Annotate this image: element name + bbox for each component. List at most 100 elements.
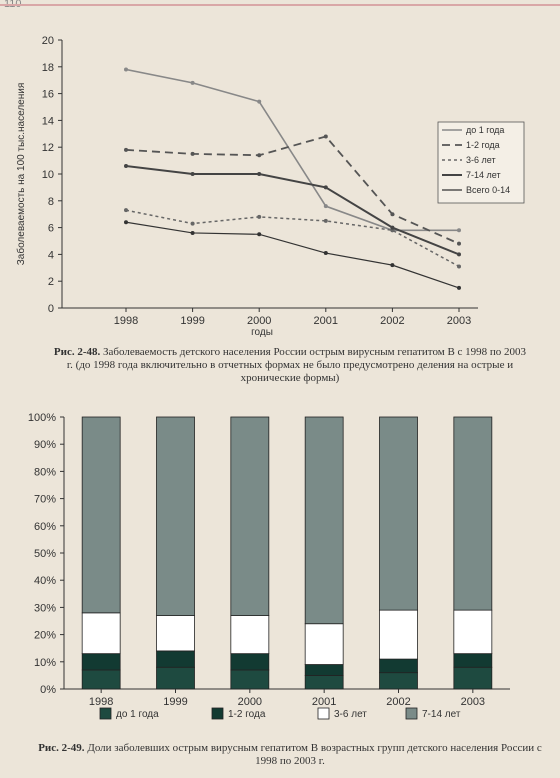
caption-text: Доли заболевших острым вирусным гепатито… — [87, 742, 542, 767]
x-tick-label: 2003 — [447, 315, 471, 327]
data-point — [257, 232, 262, 237]
line-chart: 0 2 4 6 8 10 12 14 16 18 20 1998 1999 2000 2001 2002 200… — [15, 35, 525, 338]
bar-segment — [304, 664, 344, 676]
x-tick-label: 1998 — [89, 696, 113, 708]
caption-label: Рис. 2-48. — [53, 346, 101, 358]
bar-segment — [379, 672, 418, 690]
x-tick-label: 2000 — [247, 315, 271, 327]
x-tick-label: 1999 — [163, 696, 187, 708]
y-tick-label: 8 — [48, 196, 54, 208]
bar-segment — [156, 615, 195, 652]
data-point — [124, 163, 128, 168]
legend-label: до 1 года — [466, 125, 504, 135]
legend-swatch — [99, 707, 112, 720]
legend-label: 1-2 года — [466, 140, 500, 150]
bar-segment — [81, 612, 121, 655]
y-tick-label: 100% — [28, 412, 56, 424]
data-point — [190, 80, 195, 85]
y-axis-label: Заболеваемость на 100 тыс.населения — [15, 83, 27, 266]
bar-segment — [379, 609, 418, 660]
data-point — [190, 172, 195, 176]
bar-segment — [304, 675, 344, 690]
data-point — [457, 264, 461, 269]
x-tick-label: 2001 — [314, 315, 338, 327]
data-point — [457, 285, 461, 290]
y-tick-label: 10% — [34, 657, 56, 669]
y-tick-label: 16 — [42, 89, 54, 101]
data-point — [257, 172, 262, 176]
x-tick-label: 2001 — [312, 696, 336, 708]
legend-swatch — [211, 707, 224, 720]
data-point — [190, 230, 195, 235]
series-line — [125, 135, 460, 245]
y-tick-label: 18 — [42, 62, 54, 74]
data-point — [257, 153, 262, 158]
bar-segment — [81, 669, 121, 690]
y-tick-label: 70% — [34, 494, 56, 506]
data-point — [457, 252, 461, 257]
x-tick-label: 2000 — [238, 696, 262, 708]
data-point — [323, 251, 328, 256]
data-point — [457, 241, 461, 246]
data-point — [257, 214, 262, 219]
x-axis-label: годы — [251, 327, 273, 338]
y-tick-label: 12 — [42, 142, 54, 154]
data-point — [257, 99, 262, 104]
y-tick-label: 80% — [34, 466, 56, 478]
bar-segment — [453, 653, 493, 668]
bar-segment — [453, 666, 493, 690]
legend-label: Всего 0-14 — [466, 185, 510, 195]
y-tick-label: 30% — [34, 602, 56, 614]
legend-label: до 1 года — [116, 709, 159, 720]
legend-label: 1-2 года — [228, 709, 266, 720]
legend-swatch — [317, 707, 330, 720]
bar-segment — [81, 653, 121, 671]
bar-segment — [379, 416, 418, 611]
data-point — [323, 185, 328, 190]
figure-caption-2-49: Рис. 2-49. Доли заболевших острым вирусн… — [30, 742, 550, 768]
legend-label: 7-14 лет — [422, 709, 461, 720]
data-point — [124, 208, 128, 213]
data-point — [323, 204, 328, 209]
bar-segment — [156, 416, 195, 616]
x-tick-label: 2002 — [380, 315, 404, 327]
bar-segment — [230, 653, 270, 671]
y-tick-label: 50% — [34, 548, 56, 560]
series-line — [125, 164, 460, 256]
data-point — [124, 67, 128, 72]
y-tick-label: 20 — [42, 35, 54, 47]
caption-text: Заболеваемость детского населения России… — [66, 346, 527, 384]
y-tick-label: 20% — [34, 630, 56, 642]
bar-segment — [156, 650, 195, 668]
y-tick-label: 0% — [40, 684, 56, 696]
x-tick-label: 1999 — [180, 315, 204, 327]
y-tick-label: 10 — [42, 169, 54, 181]
bar-segment — [156, 666, 195, 690]
top-rule — [0, 4, 560, 6]
legend-label: 7-14 лет — [466, 170, 501, 180]
bar-segment — [230, 416, 270, 616]
y-tick-label: 2 — [48, 276, 54, 288]
y-tick-label: 60% — [34, 521, 56, 533]
y-tick-label: 90% — [34, 439, 56, 451]
data-point — [390, 225, 395, 230]
legend-label: 3-6 лет — [466, 155, 496, 165]
x-tick-label: 2003 — [461, 696, 485, 708]
y-tick-label: 14 — [42, 115, 54, 127]
series-line — [125, 209, 460, 268]
y-tick-label: 4 — [48, 249, 54, 261]
data-point — [323, 218, 328, 223]
bar-segment — [81, 416, 121, 614]
data-point — [124, 220, 128, 225]
caption-label: Рис. 2-49. — [38, 742, 85, 754]
x-tick-label: 2002 — [386, 696, 410, 708]
legend-label: 3-6 лет — [334, 709, 367, 720]
data-point — [190, 221, 195, 226]
data-point — [190, 151, 195, 156]
bar-segment — [230, 615, 270, 655]
y-tick-label: 0 — [48, 303, 54, 315]
bar-segment — [453, 609, 493, 655]
data-point — [390, 212, 395, 217]
bar-segment — [453, 416, 493, 611]
series-line — [125, 221, 460, 289]
